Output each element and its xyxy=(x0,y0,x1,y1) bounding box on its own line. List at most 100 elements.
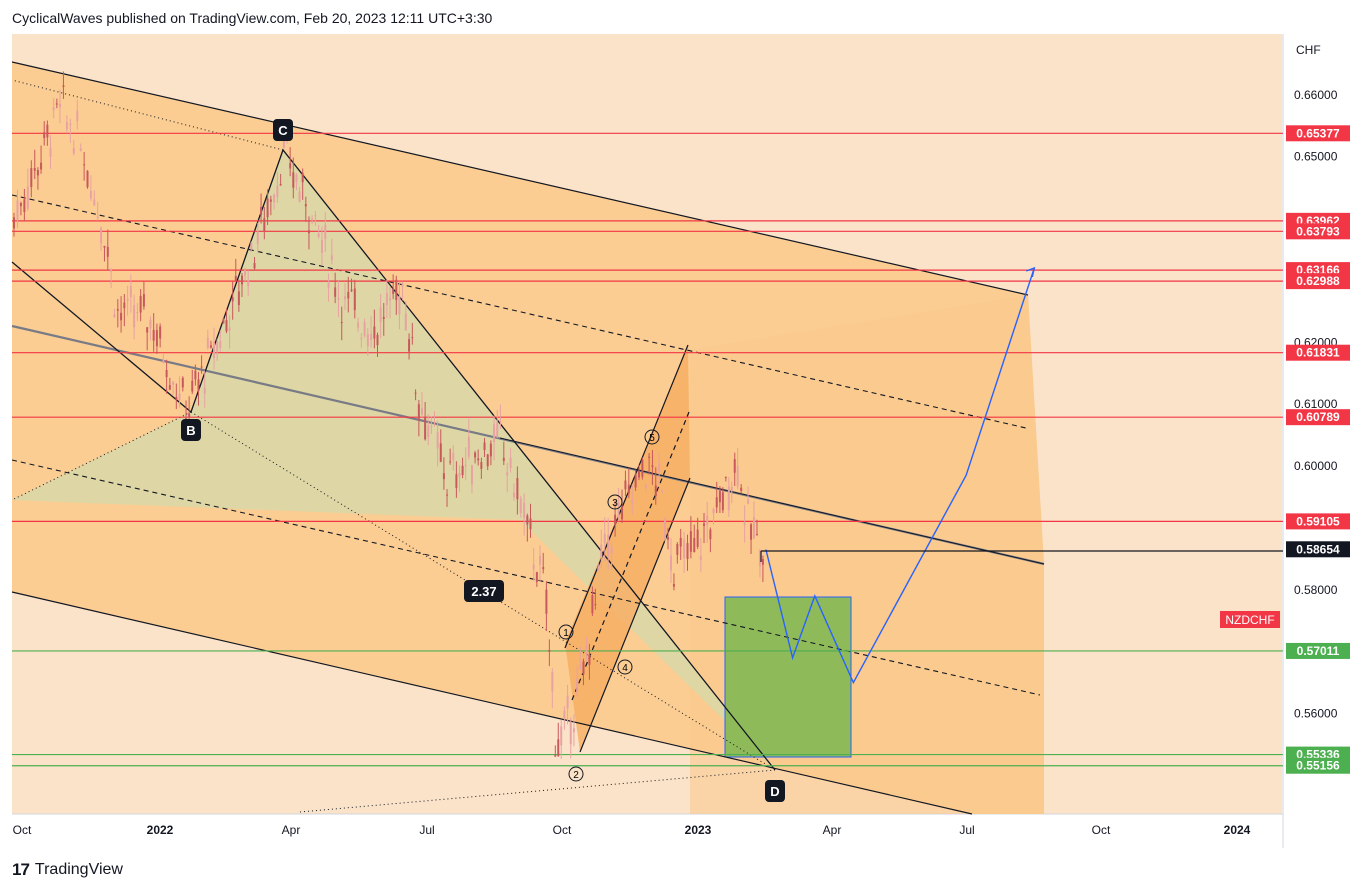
candle-body xyxy=(614,514,617,525)
candle-body xyxy=(26,186,29,209)
candle-body xyxy=(755,534,758,536)
candle-body xyxy=(715,497,718,508)
candle-body xyxy=(594,604,597,606)
candle-body xyxy=(79,148,82,151)
candle-body xyxy=(83,164,86,166)
candle-body xyxy=(244,269,247,276)
candle-body xyxy=(234,275,237,281)
y-tick-label: 0.60000 xyxy=(1294,459,1338,473)
candle-body xyxy=(417,404,420,419)
svg-text:3: 3 xyxy=(612,498,618,509)
candle-body xyxy=(669,555,672,571)
candle-body xyxy=(175,397,178,400)
candle-body xyxy=(389,298,392,301)
candle-body xyxy=(489,443,492,457)
candle-body xyxy=(446,494,449,496)
candle-body xyxy=(703,523,706,526)
candle-body xyxy=(133,304,136,328)
candle-body xyxy=(23,199,26,213)
candle-body xyxy=(683,539,686,559)
candle-body xyxy=(266,198,269,218)
candle-body xyxy=(449,461,452,463)
candle-body xyxy=(637,471,640,478)
publish-line: CyclicalWaves published on TradingView.c… xyxy=(12,10,493,26)
candle-body xyxy=(496,422,499,438)
candle-body xyxy=(430,425,433,427)
candle-body xyxy=(181,377,184,388)
candle-body xyxy=(689,531,692,552)
candle-body xyxy=(585,645,588,655)
projection-arrow xyxy=(1026,266,1036,278)
candle-body xyxy=(747,499,750,504)
candle-body xyxy=(607,534,610,556)
svg-text:D: D xyxy=(770,784,779,799)
candle-body xyxy=(506,472,509,476)
candle-body xyxy=(231,297,234,302)
svg-text:NZDCHF: NZDCHF xyxy=(1225,613,1274,627)
impulse-upper-line xyxy=(564,344,689,649)
candle-body xyxy=(222,319,225,324)
candle-body xyxy=(58,103,61,108)
candle-body xyxy=(433,424,436,426)
svg-text:0.61831: 0.61831 xyxy=(1296,346,1340,360)
candle-body xyxy=(178,393,181,401)
x-tick-label: Oct xyxy=(553,823,572,837)
candle-body xyxy=(519,498,522,513)
channel-upper-line xyxy=(11,61,1029,296)
candle-body xyxy=(213,342,216,359)
candle-body xyxy=(509,457,512,468)
candle-body xyxy=(347,291,350,299)
svg-text:0.62988: 0.62988 xyxy=(1296,274,1340,288)
price-labels: 0.653770.639620.637930.631660.629880.618… xyxy=(1286,125,1350,774)
candle-body xyxy=(200,366,203,368)
x-tick-label: 2023 xyxy=(685,823,712,837)
candle-body xyxy=(718,490,721,503)
candle-body xyxy=(395,279,398,301)
candle-body xyxy=(740,487,743,491)
candle-body xyxy=(743,522,746,525)
candle-body xyxy=(344,296,347,300)
candle-body xyxy=(292,172,295,188)
candle-body xyxy=(529,518,532,530)
candle-body xyxy=(206,337,209,349)
candle-body xyxy=(40,162,43,170)
candle-body xyxy=(588,654,591,665)
candle-body xyxy=(712,508,715,514)
price-label: 0.65377 xyxy=(1286,125,1350,142)
candle-body xyxy=(360,338,363,340)
candle-body xyxy=(648,456,651,458)
candle-body xyxy=(477,458,480,461)
svg-text:0.60789: 0.60789 xyxy=(1296,410,1340,424)
candle-body xyxy=(311,218,314,220)
x-tick-label: Oct xyxy=(13,823,32,837)
candle-body xyxy=(106,246,109,257)
candle-body xyxy=(165,370,168,378)
candle-body xyxy=(411,337,414,339)
candle-body xyxy=(304,204,307,207)
x-tick-label: Jul xyxy=(419,823,434,837)
candle-body xyxy=(554,754,557,757)
projection-path xyxy=(765,267,1035,685)
candle-body xyxy=(36,170,39,176)
candle-body xyxy=(651,465,654,467)
candle-body xyxy=(19,203,22,207)
candle-body xyxy=(404,313,407,331)
candle-body xyxy=(373,326,376,339)
candle-body xyxy=(197,379,200,391)
candle-body xyxy=(43,132,46,139)
candle-body xyxy=(16,200,19,221)
candle-body xyxy=(696,529,699,547)
candle-body xyxy=(436,432,439,449)
candle-body xyxy=(474,452,477,458)
candle-body xyxy=(370,334,373,340)
svg-text:0.55156: 0.55156 xyxy=(1296,759,1340,773)
y-tick-label: 0.61000 xyxy=(1294,397,1338,411)
candle-body xyxy=(758,549,761,567)
channel-mid-line xyxy=(11,459,1041,696)
x-tick-label: 2024 xyxy=(1224,823,1251,837)
candle-body xyxy=(289,163,292,169)
candle-body xyxy=(260,207,263,215)
wave-label-d: D xyxy=(765,780,785,802)
candle-body xyxy=(301,172,304,183)
candle-body xyxy=(424,417,427,440)
